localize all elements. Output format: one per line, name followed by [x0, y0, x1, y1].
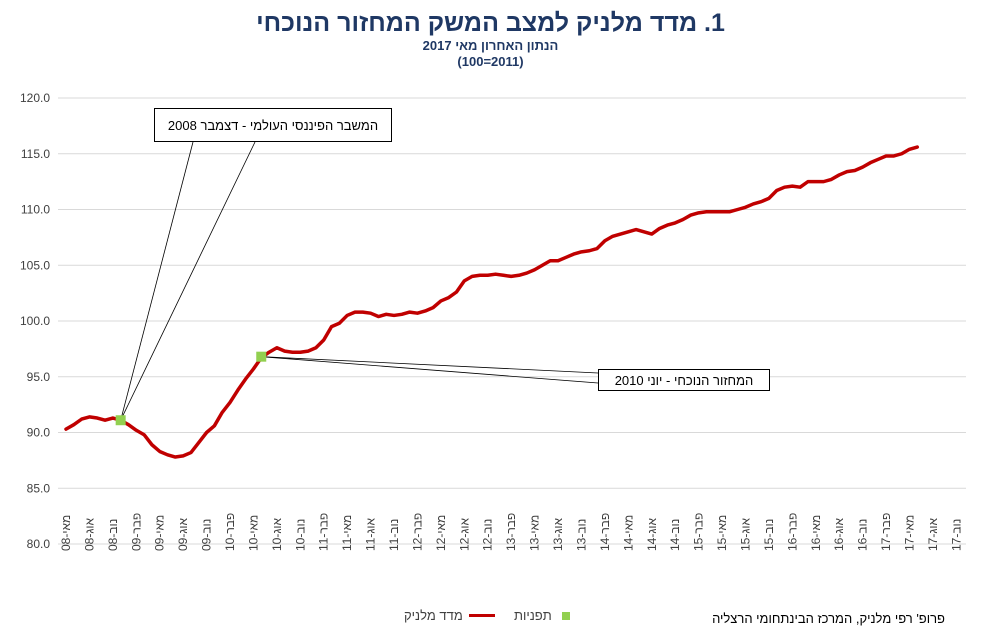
x-tick-label: מאי-17	[902, 515, 916, 551]
x-tick-label: נוב-14	[668, 519, 682, 551]
series-line-melnick-index	[64, 145, 920, 459]
chart-subtitle: הנתון האחרון מאי 2017	[422, 38, 559, 53]
callout-leader-lines	[120, 141, 599, 421]
legend-turning-points: תפניות	[514, 608, 570, 623]
turning-point-marker	[115, 415, 126, 426]
x-tick-label: מאי-14	[621, 515, 635, 551]
y-tick-label: 85.0	[27, 481, 51, 495]
x-tick-label: אוג-14	[645, 517, 659, 551]
y-axis-ticks: 80.0 85.0 90.0 95.0 100.0 105.0 110.0 115.0 120.…	[20, 91, 50, 551]
x-tick-label: נוב-08	[106, 519, 120, 551]
leader-line-crisis-a	[120, 141, 194, 421]
x-tick-label: פבר-17	[879, 513, 893, 551]
x-tick-label: מאי-10	[246, 515, 260, 551]
legend-turning-points-swatch	[561, 611, 570, 620]
x-tick-label: אוג-15	[738, 517, 752, 551]
x-tick-label: מאי-16	[809, 515, 823, 551]
x-tick-label: אוג-09	[176, 517, 190, 551]
x-tick-label: אוג-12	[457, 517, 471, 551]
y-tick-label: 80.0	[27, 537, 51, 551]
x-tick-label: פבר-14	[598, 513, 612, 551]
x-tick-label: נוב-09	[200, 519, 214, 551]
x-tick-label: נוב-17	[949, 519, 963, 551]
x-tick-label: אוג-08	[82, 517, 96, 551]
leader-line-cycle-b	[261, 356, 599, 384]
x-tick-label: פבר-16	[785, 513, 799, 551]
x-tick-label: אוג-13	[551, 517, 565, 551]
y-tick-label: 110.0	[21, 203, 50, 217]
legend-series: מדד מלניק	[404, 608, 495, 623]
x-tick-label: נוב-11	[387, 519, 401, 551]
x-tick-label: אוג-17	[926, 517, 940, 551]
turning-point-markers	[115, 351, 267, 426]
x-axis-ticks: מאי-08 אוג-08 נוב-08 פבר-09 מאי-09 אוג-09 נוב-…	[59, 513, 963, 551]
x-tick-label: מאי-11	[340, 515, 354, 551]
y-tick-label: 105.0	[20, 258, 50, 272]
x-tick-label: אוג-11	[364, 517, 378, 551]
legend-series-swatch	[468, 614, 495, 617]
callout-current-cycle: המחזור הנוכחי - יוני 2010	[598, 369, 770, 391]
source-credit: פרופ' רפי מלניק, המרכז הבינתחומי הרצליה	[712, 611, 945, 626]
x-tick-label: פבר-11	[317, 513, 331, 551]
x-tick-label: פבר-09	[129, 513, 143, 551]
chart-base-note: (100=2011)	[457, 54, 524, 69]
leader-line-cycle-a	[261, 356, 599, 374]
chart-header: 1. מדד מלניק למצב המשק המחזור הנוכחי הנת…	[0, 8, 981, 70]
x-tick-label: אוג-10	[270, 517, 284, 551]
y-tick-label: 100.0	[20, 314, 50, 328]
y-tick-label: 90.0	[27, 426, 51, 440]
x-tick-label: פבר-12	[410, 513, 424, 551]
x-tick-label: נוב-15	[762, 519, 776, 551]
x-tick-label: מאי-09	[153, 515, 167, 551]
x-tick-label: נוב-13	[574, 519, 588, 551]
x-tick-label: אוג-16	[832, 517, 846, 551]
x-tick-label: פבר-13	[504, 513, 518, 551]
x-tick-label: מאי-15	[715, 515, 729, 551]
callout-crisis: המשבר הפיננסי העולמי - דצמבר 2008	[154, 108, 392, 142]
x-tick-label: מאי-13	[528, 515, 542, 551]
y-tick-label: 115.0	[21, 147, 50, 161]
legend-turning-points-label: תפניות	[514, 608, 552, 623]
leader-line-crisis-b	[120, 141, 256, 421]
x-tick-label: פבר-15	[692, 513, 706, 551]
x-tick-label: מאי-08	[59, 515, 73, 551]
x-tick-label: פבר-10	[223, 513, 237, 551]
y-tick-label: 95.0	[27, 370, 51, 384]
x-tick-label: מאי-12	[434, 515, 448, 551]
legend-series-label: מדד מלניק	[404, 608, 463, 623]
y-tick-label: 120.0	[20, 91, 50, 105]
x-tick-label: נוב-16	[856, 519, 870, 551]
x-tick-label: נוב-10	[293, 519, 307, 551]
x-tick-label: נוב-12	[481, 519, 495, 551]
chart-title: 1. מדד מלניק למצב המשק המחזור הנוכחי	[256, 9, 725, 37]
grid-lines	[58, 97, 966, 545]
turning-point-marker	[256, 351, 267, 362]
